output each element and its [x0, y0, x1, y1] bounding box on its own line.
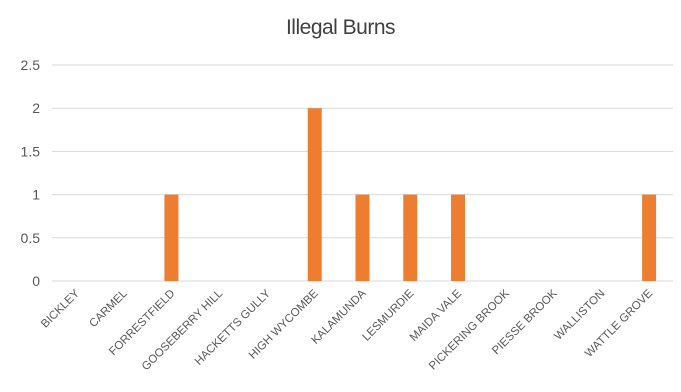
bars: [164, 108, 657, 281]
bar-wattle-grove: [642, 194, 657, 281]
x-tick-label: GOOSEBERRY HILL: [140, 287, 226, 373]
bar-lesmurdie: [403, 194, 418, 281]
y-tick-label: 1.5: [21, 143, 41, 159]
y-tick-label: 2: [32, 100, 40, 116]
y-tick-label: 0: [32, 273, 40, 289]
x-tick-label: BICKLEY: [39, 287, 82, 330]
bar-forrestfield: [164, 194, 179, 281]
x-tick-label: PICKERING BROOK: [427, 287, 512, 372]
bar-kalamunda: [355, 194, 370, 281]
y-tick-label: 2.5: [21, 57, 41, 73]
bar-maida-vale: [451, 194, 466, 281]
y-tick-label: 1: [32, 187, 40, 203]
x-tick-label: CARMEL: [87, 287, 130, 330]
bar-high-wycombe: [307, 108, 322, 281]
y-tick-label: 0.5: [21, 230, 41, 246]
chart-title: Illegal Burns: [285, 16, 396, 39]
y-axis-ticks: 0 0.5 1 1.5 2 2.5: [21, 57, 41, 289]
